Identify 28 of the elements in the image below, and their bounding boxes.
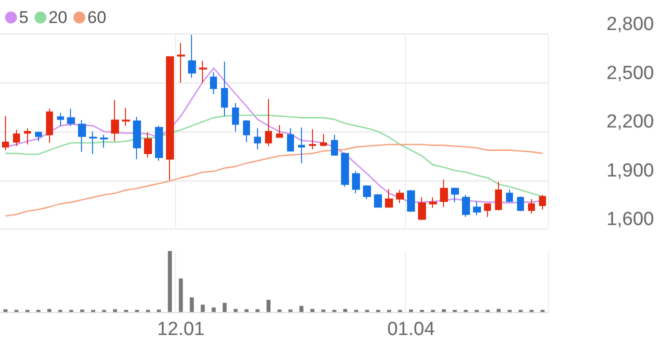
bar <box>3 309 8 312</box>
x-tick-label: 01.04 <box>387 319 436 340</box>
bar <box>168 251 172 312</box>
y-tick-label: 2,800 <box>606 14 654 35</box>
bar <box>496 308 501 312</box>
bar <box>343 308 348 312</box>
bar <box>442 309 446 312</box>
bar <box>234 308 238 312</box>
y-tick-label: 2,500 <box>606 62 654 84</box>
y-tick-label: 1,900 <box>606 160 654 182</box>
bar <box>222 302 227 312</box>
bar <box>200 304 205 312</box>
bar <box>178 278 183 312</box>
bar <box>113 309 118 312</box>
y-tick-label: 1,600 <box>606 209 654 230</box>
bar <box>244 309 249 312</box>
bar <box>190 297 194 312</box>
legend-label: 60 <box>87 8 106 27</box>
bar <box>47 308 52 312</box>
x-tick-label: 12.01 <box>157 319 205 340</box>
legend-label: 5 <box>19 8 28 27</box>
bar <box>299 306 304 312</box>
bar <box>212 307 216 312</box>
y-tick-label: 2,200 <box>606 112 654 132</box>
bar <box>266 300 271 312</box>
legend-label: 20 <box>48 8 68 27</box>
bar <box>310 308 314 312</box>
bar <box>256 309 260 312</box>
